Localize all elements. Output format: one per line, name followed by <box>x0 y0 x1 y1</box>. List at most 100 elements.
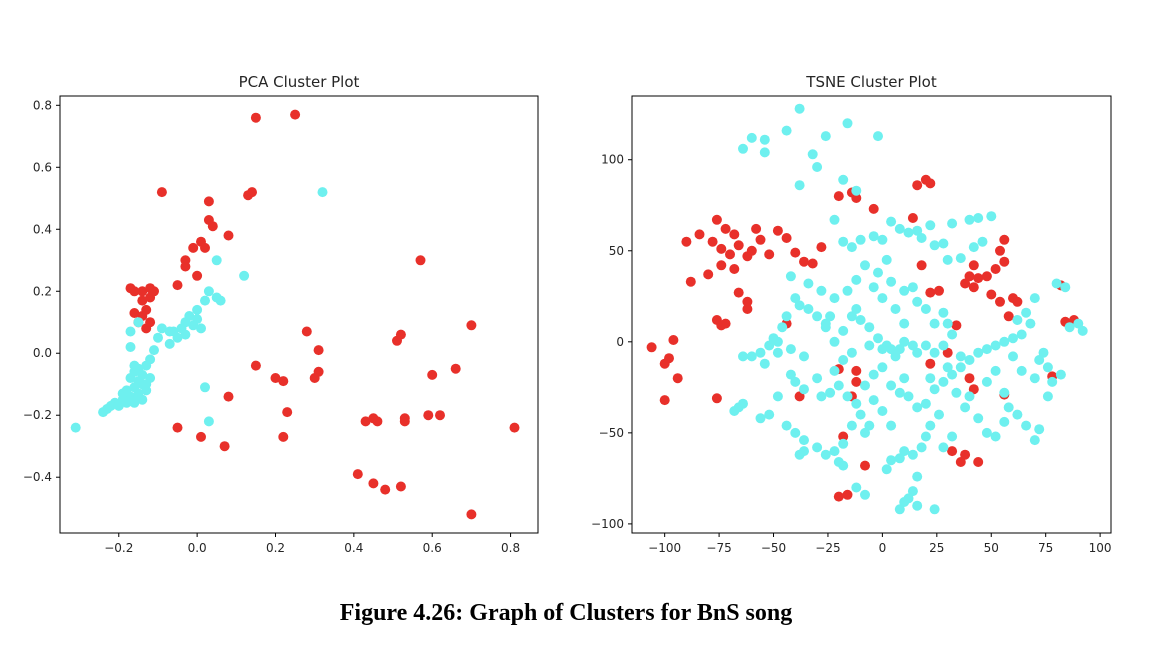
data-point <box>938 340 949 351</box>
data-point <box>860 427 870 438</box>
data-point <box>200 295 210 306</box>
data-point <box>799 384 809 395</box>
data-point <box>180 329 191 340</box>
x-tick-label: −0.2 <box>104 541 133 555</box>
figure-caption: Figure 4.26: Graph of Clusters for BnS s… <box>339 600 793 626</box>
data-point <box>829 293 840 304</box>
data-point <box>70 422 81 433</box>
data-point <box>1016 365 1027 376</box>
data-point <box>964 271 975 282</box>
data-point <box>794 103 805 114</box>
data-point <box>838 325 849 336</box>
data-point <box>219 441 230 452</box>
series-red-cluster <box>125 109 520 520</box>
data-point <box>851 185 862 196</box>
data-point <box>881 254 892 265</box>
data-point <box>912 347 923 358</box>
y-tick-label: −50 <box>599 426 624 440</box>
x-tick-label: −25 <box>815 541 840 555</box>
data-point <box>990 340 1001 351</box>
data-point <box>829 214 840 225</box>
data-point <box>899 336 910 347</box>
data-point <box>864 340 875 351</box>
data-point <box>868 395 879 406</box>
data-point <box>912 500 923 511</box>
data-point <box>1029 435 1040 446</box>
data-point <box>1012 409 1023 420</box>
data-point <box>833 491 844 502</box>
data-point <box>466 509 477 520</box>
data-point <box>846 311 857 322</box>
data-point <box>309 373 320 383</box>
data-point <box>868 282 879 293</box>
x-tick-label: 0.4 <box>344 541 363 555</box>
data-point <box>153 332 163 343</box>
data-point <box>196 431 206 442</box>
data-point <box>999 336 1010 347</box>
data-point <box>851 376 862 387</box>
data-point <box>711 214 722 225</box>
data-point <box>196 323 206 334</box>
data-point <box>125 342 136 352</box>
data-point <box>968 242 979 253</box>
data-point <box>842 285 853 296</box>
data-point <box>785 344 796 355</box>
data-point <box>317 187 328 198</box>
data-point <box>907 213 918 223</box>
data-point <box>1034 424 1045 435</box>
y-tick-label: 50 <box>609 244 624 258</box>
data-point <box>799 435 809 446</box>
data-point <box>239 270 250 281</box>
data-point <box>920 431 931 442</box>
data-point <box>912 471 923 482</box>
data-point <box>986 211 997 222</box>
data-point <box>846 242 857 253</box>
x-tick-label: 25 <box>929 541 944 555</box>
data-point <box>873 333 883 344</box>
data-point <box>860 489 870 500</box>
data-point <box>785 271 796 282</box>
data-point <box>278 376 289 387</box>
data-point <box>851 304 862 314</box>
data-point <box>955 351 966 362</box>
y-tick-label: −0.4 <box>23 470 52 484</box>
data-point <box>973 347 984 358</box>
data-point <box>777 322 788 333</box>
data-point <box>137 295 148 306</box>
data-point <box>395 481 406 492</box>
y-tick-label: 0.4 <box>33 222 52 236</box>
data-point <box>790 293 801 304</box>
data-point <box>842 489 853 500</box>
data-point <box>192 304 203 315</box>
data-point <box>716 243 727 254</box>
data-point <box>129 360 140 371</box>
data-point <box>180 261 191 272</box>
data-point <box>203 286 214 297</box>
data-point <box>903 391 914 402</box>
data-point <box>746 132 757 143</box>
data-point <box>1012 315 1023 325</box>
data-point <box>907 282 918 293</box>
chart-title: PCA Cluster Plot <box>239 73 360 91</box>
data-point <box>129 286 140 297</box>
x-tick-label: −75 <box>706 541 731 555</box>
data-point <box>816 391 827 402</box>
data-point <box>301 326 312 337</box>
data-point <box>755 234 766 245</box>
data-point <box>916 233 927 243</box>
data-point <box>372 416 383 427</box>
data-point <box>466 320 477 331</box>
data-point <box>781 233 792 243</box>
data-point <box>1064 322 1075 333</box>
data-point <box>860 260 870 271</box>
data-point <box>846 420 857 431</box>
data-point <box>955 362 966 373</box>
data-point <box>694 229 705 240</box>
data-point <box>164 338 175 349</box>
data-point <box>938 376 949 387</box>
data-point <box>968 384 979 395</box>
data-point <box>964 214 975 225</box>
data-point <box>942 318 953 329</box>
x-tick-label: −100 <box>648 541 681 555</box>
data-point <box>820 318 831 329</box>
